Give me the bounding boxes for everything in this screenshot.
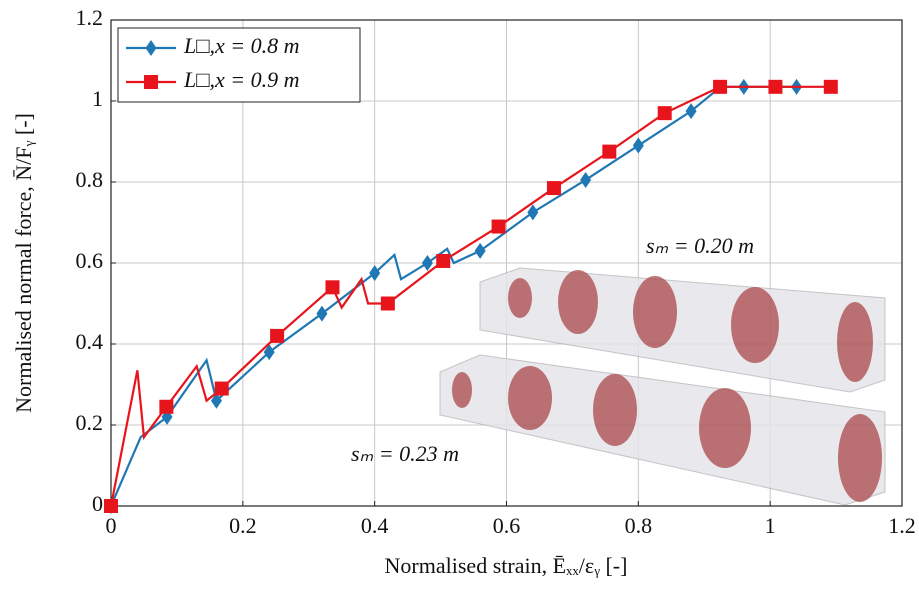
marker (436, 253, 451, 268)
y-tick-label: 0.8 (76, 167, 104, 192)
legend-box (117, 27, 361, 103)
legend-label: L□,x = 0.8 m (183, 33, 300, 58)
y-tick-label: 0.6 (76, 248, 104, 273)
marker (580, 171, 592, 188)
buckles (452, 270, 882, 502)
marker (316, 305, 328, 322)
marker (104, 499, 118, 513)
marker (214, 381, 229, 396)
y-tick-label: 0.4 (76, 329, 104, 354)
marker (159, 399, 174, 414)
x-tick-label: 1 (765, 513, 776, 538)
x-tick-label: 0.8 (625, 513, 653, 538)
marker (421, 255, 433, 271)
x-tick-label: 0.6 (493, 513, 521, 538)
marker (369, 265, 381, 282)
x-tick-label: 0 (106, 513, 117, 538)
y-tick-label: 1 (92, 86, 103, 111)
x-tick-label: 0.4 (361, 513, 389, 538)
marker (325, 280, 340, 295)
marker (823, 79, 838, 94)
x-tick-label: 0.2 (229, 513, 257, 538)
plot-frame (110, 19, 903, 507)
annotation: sₘ = 0.20 m (646, 233, 754, 258)
legend-label: L□,x = 0.9 m (183, 67, 300, 92)
marker (546, 181, 561, 196)
y-tick-label: 1.2 (76, 5, 104, 30)
marker (210, 392, 222, 409)
y-tick-label: 0 (92, 491, 103, 516)
marker (527, 204, 539, 221)
x-axis-label: Normalised strain, Ēₓₓ/εᵧ [-] (385, 553, 628, 578)
y-tick-label: 0.2 (76, 410, 104, 435)
annotation: sₘ = 0.23 m (351, 441, 459, 466)
marker (768, 79, 783, 94)
marker (602, 144, 617, 159)
legend: L□,x = 0.8 m L□,x = 0.9 m (117, 27, 361, 103)
marker (270, 328, 285, 343)
marker (713, 79, 728, 94)
series-line (109, 85, 831, 507)
marker (491, 219, 506, 234)
marker (474, 242, 486, 259)
marker (685, 103, 697, 120)
marker (632, 137, 644, 154)
inset-render (439, 267, 886, 506)
marker (263, 344, 275, 361)
marker (657, 106, 672, 121)
legend-marker (145, 40, 157, 56)
marker (380, 296, 395, 311)
y-axis-label: Normalised normal force, N̄/Fᵧ [-] (11, 113, 36, 413)
x-tick-label: 1.2 (888, 513, 916, 538)
legend-marker (144, 75, 158, 89)
